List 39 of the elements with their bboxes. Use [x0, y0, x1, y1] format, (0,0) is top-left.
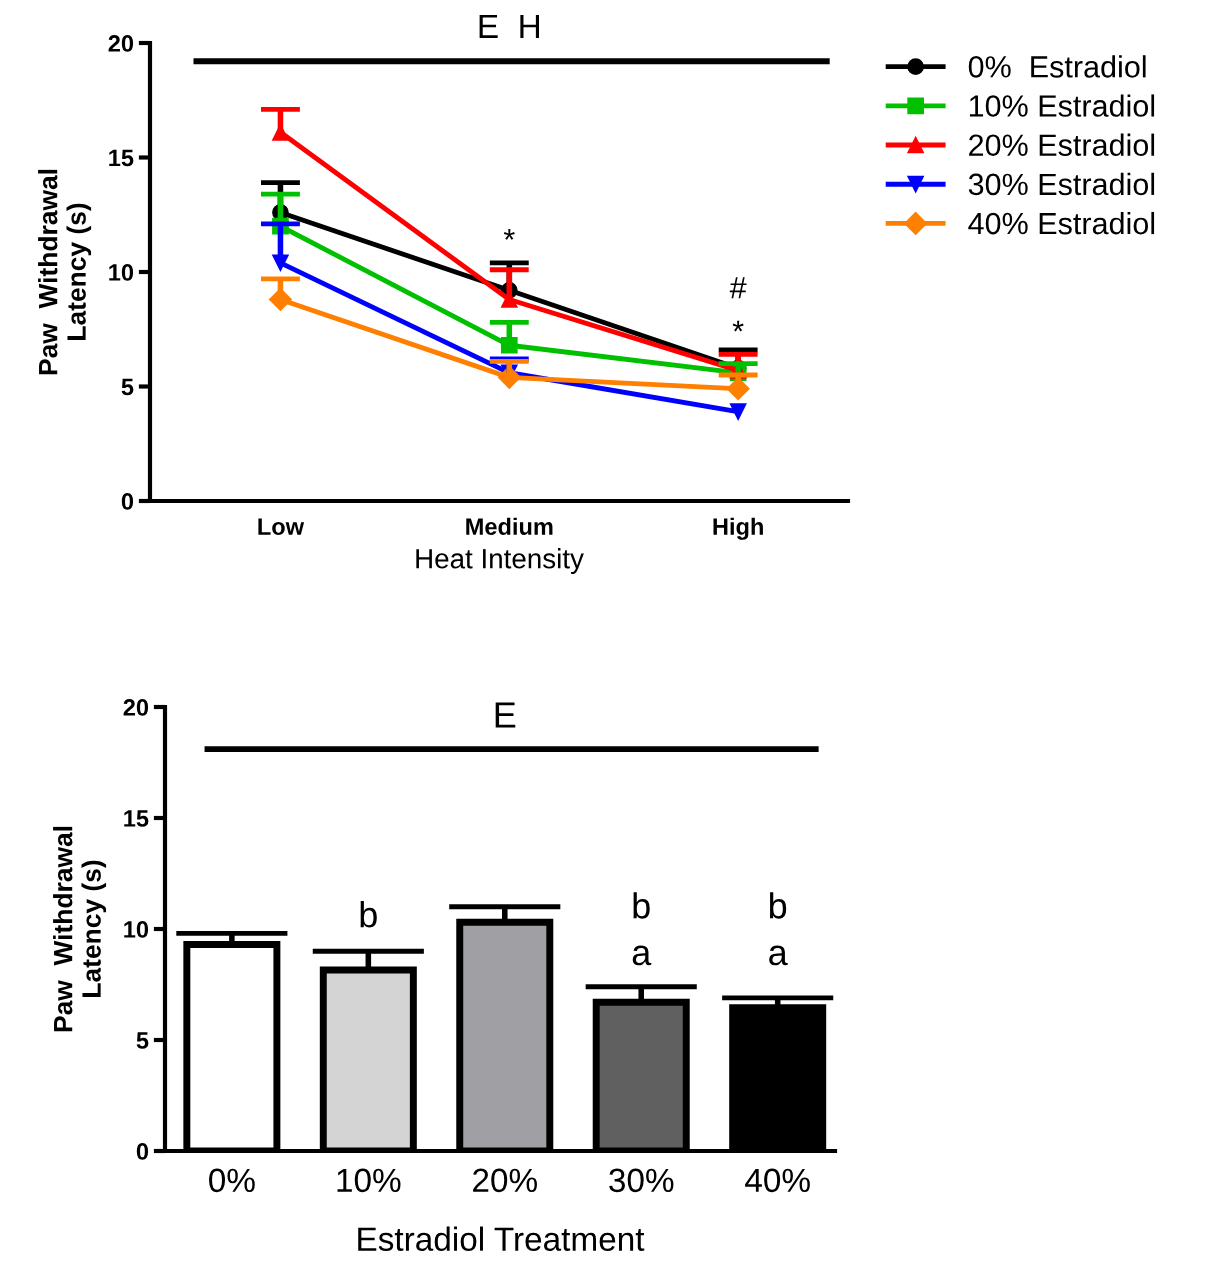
y-tick-label: 5	[136, 1032, 149, 1049]
text: E H	[479, 14, 539, 38]
annotation: b	[769, 892, 787, 919]
legend-label: 10% Estradiol	[969, 94, 1155, 117]
annotation: b	[360, 901, 377, 928]
point	[500, 336, 518, 354]
x-tick-label: Medium	[466, 517, 553, 536]
y-tick-label: 20	[123, 699, 149, 716]
annotation: *	[732, 320, 744, 332]
annotation: #	[729, 277, 747, 299]
x-tick-label: Low	[258, 518, 305, 536]
y-tick-label: 0	[136, 1143, 149, 1160]
x-tick-label: 10%	[337, 1168, 401, 1193]
annotation: a	[769, 945, 788, 966]
y-tick-label: 15	[124, 810, 149, 827]
x-axis-title: Estradiol Treatment	[358, 1226, 645, 1251]
annotation: E	[495, 702, 516, 728]
y-tick-label: 5	[121, 378, 134, 396]
legend-label: 30% Estradiol	[968, 172, 1155, 196]
annotation: b	[633, 892, 650, 919]
x-tick-label: 20%	[473, 1168, 537, 1193]
x-axis-title: Heat Intensity	[416, 548, 584, 575]
y-tick-label: 10	[109, 264, 134, 281]
y-tick-label: 0	[121, 493, 134, 510]
x-tick-label: 30%	[609, 1168, 674, 1193]
x-tick-label: 0%	[209, 1168, 255, 1193]
y-tick-label: 20	[108, 35, 134, 52]
x-tick-label: 40%	[745, 1168, 810, 1193]
y-axis-title: Paw Withdrawal Latency (s)	[38, 169, 92, 375]
y-tick-label: 15	[109, 149, 134, 167]
y-axis-title: Paw Withdrawal Latency (s)	[53, 826, 107, 1032]
legend-label: 20% Estradiol	[969, 133, 1155, 157]
x-tick-label: High	[713, 517, 763, 540]
annotation: a	[632, 945, 652, 966]
annotation: *	[503, 229, 515, 240]
y-tick-label: 10	[124, 921, 149, 938]
legend-label: 40% Estradiol	[968, 211, 1155, 235]
legend-label: 0% Estradiol	[968, 55, 1146, 78]
point	[729, 403, 747, 421]
